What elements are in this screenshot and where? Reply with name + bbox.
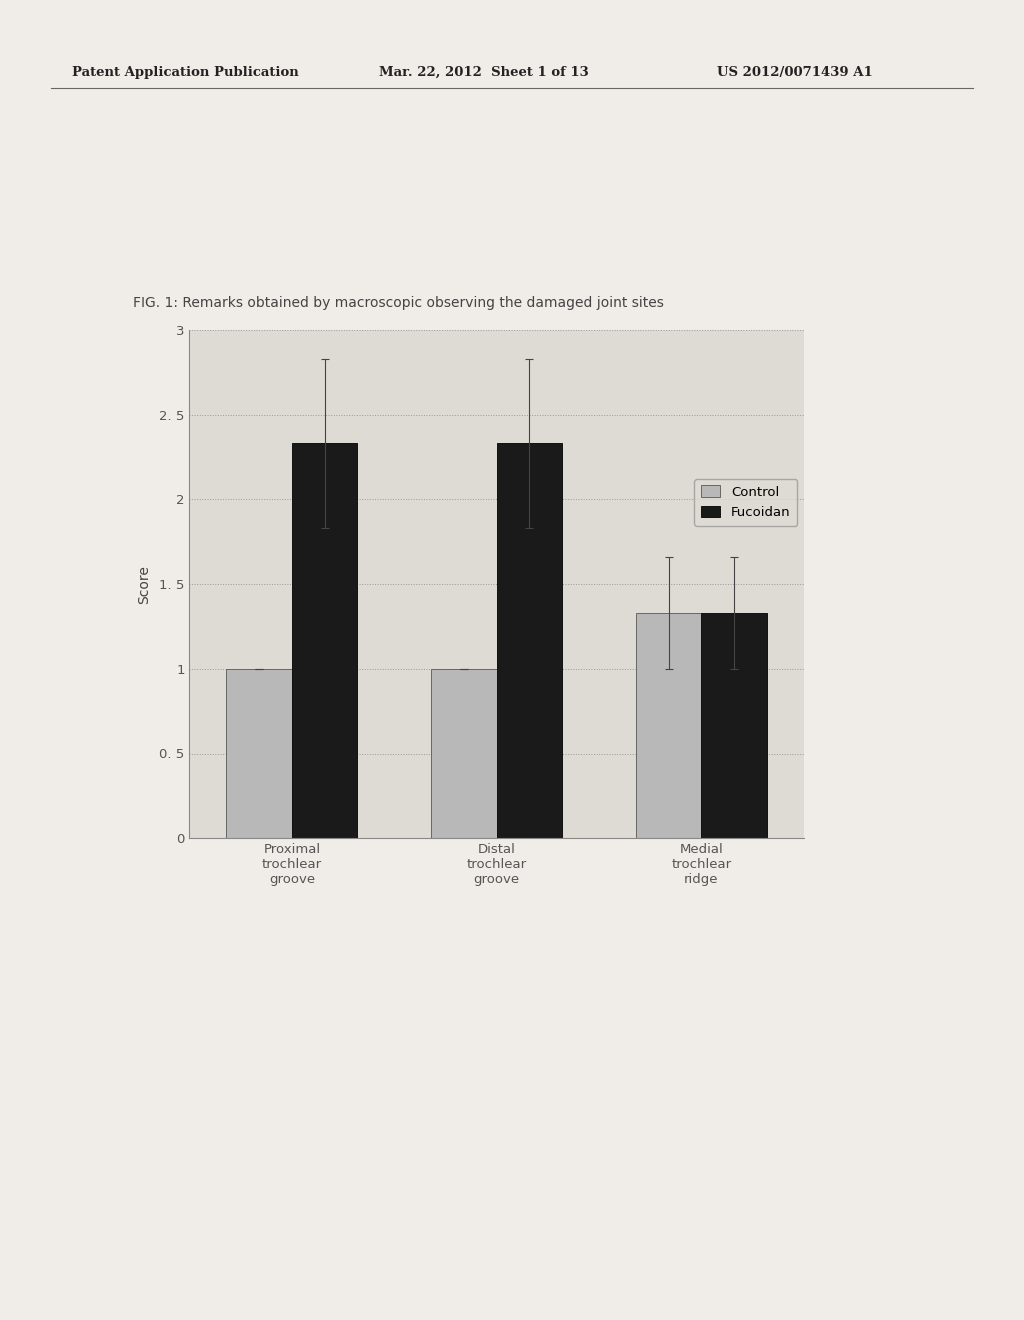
Text: US 2012/0071439 A1: US 2012/0071439 A1 bbox=[717, 66, 872, 79]
Legend: Control, Fucoidan: Control, Fucoidan bbox=[694, 479, 798, 525]
Bar bbox=[636, 612, 701, 838]
Text: FIG. 1: Remarks obtained by macroscopic observing the damaged joint sites: FIG. 1: Remarks obtained by macroscopic … bbox=[133, 296, 664, 310]
Y-axis label: Score: Score bbox=[137, 565, 151, 603]
Text: Patent Application Publication: Patent Application Publication bbox=[72, 66, 298, 79]
Bar bbox=[431, 669, 497, 838]
Text: Mar. 22, 2012  Sheet 1 of 13: Mar. 22, 2012 Sheet 1 of 13 bbox=[379, 66, 589, 79]
Bar bbox=[292, 444, 357, 838]
Bar bbox=[701, 612, 767, 838]
Bar bbox=[226, 669, 292, 838]
Bar bbox=[497, 444, 562, 838]
